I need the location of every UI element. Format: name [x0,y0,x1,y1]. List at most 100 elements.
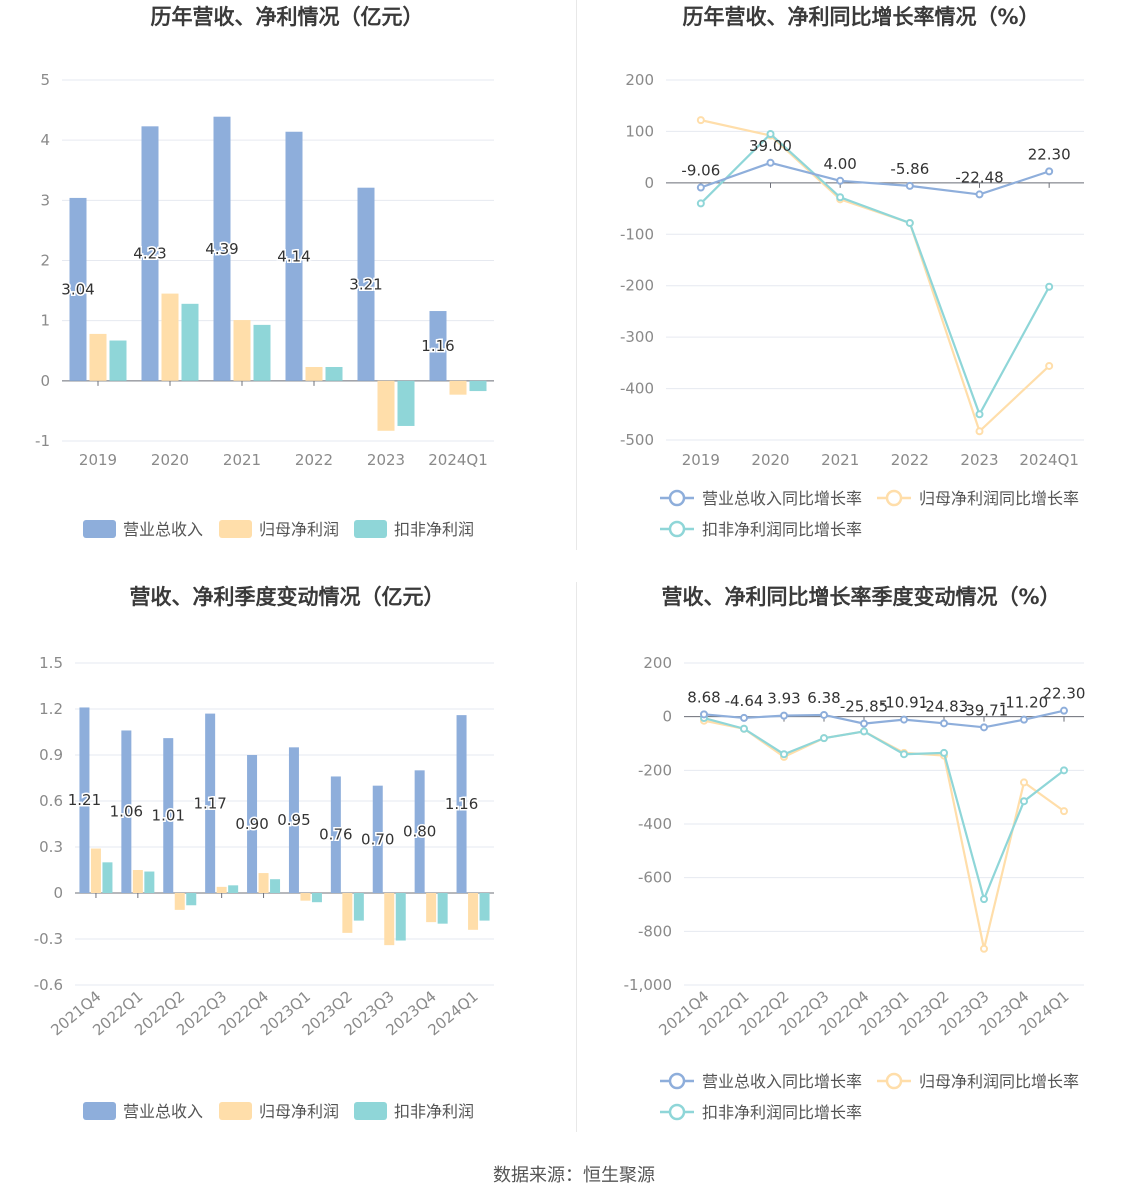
bar-revenue [141,126,159,381]
legend-label: 营业总收入同比增长率 [702,1072,862,1091]
x-tick-label: 2023 [960,451,998,469]
y-tick-label: 2 [40,252,50,270]
bar-net-profit [233,320,251,381]
point-revenue-growth [940,719,948,728]
legend-label: 归母净利润同比增长率 [919,1072,1079,1091]
point-revenue-growth [905,181,914,190]
y-tick-label: 4 [40,131,50,149]
bar-deducted-profit [102,862,113,893]
revenue-data-label: 0.70 [361,830,394,848]
y-tick-label: 5 [40,71,50,89]
bar-revenue [121,730,132,893]
bar-net-profit [426,893,437,923]
revenue-growth-data-label: 39.00 [749,137,792,155]
bar-deducted-profit [109,340,127,381]
bar-deducted-profit [325,366,343,381]
point-revenue-growth [780,711,788,720]
revenue-data-label: 0.76 [319,826,352,844]
point-revenue-growth [696,183,705,192]
y-tick-label: 0 [662,708,672,726]
y-tick-label: 0.3 [39,838,63,856]
bar-revenue [79,707,90,893]
x-tick-label: 2024Q1 [428,451,488,469]
x-tick-label: 2019 [682,451,720,469]
bar-net-profit [174,893,185,910]
bar-revenue [213,116,231,381]
bar-revenue [456,715,467,893]
revenue-growth-data-label: 22.30 [1043,685,1086,703]
bar-net-profit [132,870,143,893]
bar-deducted-profit [144,871,155,893]
quarterly-growth-line-chart: 营收、净利同比增长率季度变动情况（%） 200 0 -200 -400 -600 -800 -… [624,585,1086,1122]
point-deducted-profit-growth [980,895,988,904]
bar-revenue [357,187,375,381]
point-revenue-growth [1060,706,1068,715]
revenue-data-label: 0.90 [235,815,268,833]
x-tick-label: 2020 [151,451,189,469]
point-deducted-profit-growth [836,193,845,202]
bar-deducted-profit [395,893,406,941]
point-revenue-growth [820,710,828,719]
bar-revenue [372,785,383,893]
revenue-data-label: 1.17 [193,794,226,812]
point-deducted-profit-growth [1060,766,1068,775]
y-tick-label: 200 [643,654,672,672]
y-tick-label: -300 [620,328,654,346]
y-tick-label: 0.9 [39,746,63,764]
bar-net-profit [258,873,269,893]
bar-revenue [429,311,447,381]
series-line-deducted-profit-growth [700,132,1051,417]
bar-revenue [285,131,303,381]
bar-net-profit [377,380,395,431]
bar-net-profit [216,886,227,893]
legend-marker [668,1103,686,1121]
bar-net-profit [305,366,323,381]
y-tick-label: -1 [35,432,50,450]
point-deducted-profit-growth [1020,797,1028,806]
point-deducted-profit-growth [975,410,984,419]
bar-net-profit [449,380,467,395]
y-tick-label: 0 [40,372,50,390]
x-tick-label: 2020 [751,451,789,469]
bar-deducted-profit [437,893,448,924]
bar-deducted-profit [181,303,199,381]
bar-net-profit [300,893,311,901]
legend-marker [885,489,903,507]
point-revenue-growth [1020,715,1028,724]
y-tick-label: -500 [620,431,654,449]
y-tick-label: 0.6 [39,792,63,810]
x-tick-label: 2024Q1 [1019,451,1079,469]
y-tick-label: 200 [625,71,654,89]
point-revenue-growth [860,719,868,728]
chart-title: 营收、净利同比增长率季度变动情况（%） [661,585,1060,609]
y-tick-label: -400 [638,815,672,833]
chart-annual-growth: 历年营收、净利同比增长率情况（%） 200 100 0 -100 -200 -300 -400… [574,0,1148,560]
legend-marker [668,489,686,507]
legend-label: 扣非净利润同比增长率 [702,1103,862,1122]
revenue-data-label: 1.01 [152,807,185,825]
point-deducted-profit-growth [780,750,788,759]
revenue-growth-data-label: 3.93 [767,690,800,708]
revenue-growth-data-label: 6.38 [807,689,840,707]
legend-swatch [354,1102,387,1120]
point-revenue-growth [900,715,908,724]
legend-swatch [83,520,116,538]
revenue-data-label: 4.23 [133,245,166,263]
legend-label: 归母净利润 [259,1102,339,1121]
annual-bar-chart: 历年营收、净利情况（亿元） 5 4 3 2 1 0 -1 2019 2020 2021 2022 202… [35,5,494,539]
bar-deducted-profit [397,380,415,426]
chart-quarterly-revenue-profit: 营收、净利季度变动情况（亿元） 1.5 1.2 0.9 0.6 0.3 0 -0.3 -0.6 2… [0,580,574,1145]
point-deducted-profit-growth [766,130,775,138]
revenue-data-label: 1.06 [110,803,143,821]
revenue-growth-data-label: -25.85 [840,698,888,716]
bar-deducted-profit [353,893,364,921]
point-deducted-profit-growth [900,750,908,759]
bar-deducted-profit [253,324,271,381]
point-deducted-profit-growth [740,724,748,733]
bar-net-profit [161,293,179,381]
revenue-growth-data-label: -22.48 [955,168,1003,186]
point-net-profit-growth [1045,361,1054,370]
point-deducted-profit-growth [696,199,705,208]
point-net-profit-growth [696,116,705,125]
legend-marker [668,520,686,538]
